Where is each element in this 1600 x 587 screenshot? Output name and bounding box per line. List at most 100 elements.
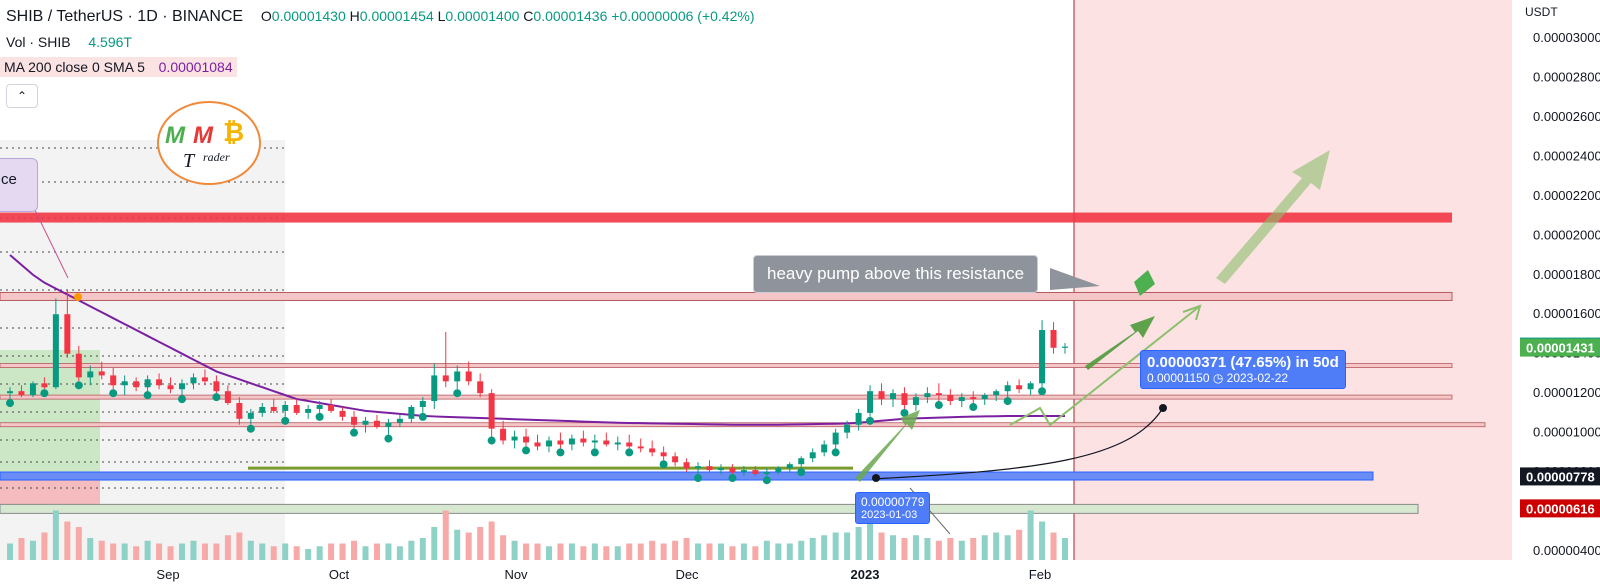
volume-bar [29, 540, 36, 560]
volume-bar [1062, 538, 1068, 560]
volume-bar [373, 543, 380, 560]
candle [442, 331, 449, 388]
volume-bar [500, 535, 507, 560]
signal-dot [6, 399, 14, 408]
candle [590, 434, 599, 457]
candle-body [832, 432, 839, 445]
chevron-up-icon: ⌃ [16, 89, 28, 103]
candle-body [316, 404, 323, 409]
volume-bar [809, 538, 816, 560]
candle [121, 375, 128, 396]
low-point-label[interactable]: 0.00000779 2023-01-03 [855, 492, 931, 524]
candle-body [695, 466, 702, 469]
volume-bar [740, 543, 747, 560]
candle [556, 432, 565, 457]
volume-bar [41, 532, 48, 560]
candle-body [270, 406, 277, 411]
candle-body [889, 393, 896, 400]
logo-rader: rader [203, 150, 230, 164]
candle-body [75, 353, 82, 378]
volume-bar [1039, 521, 1046, 560]
arrow-up-1 [855, 410, 920, 482]
volume-legend[interactable]: Vol · SHIB 4.596T [6, 34, 132, 50]
signal-dot [659, 460, 668, 469]
low-label: L [437, 8, 446, 24]
left-callout[interactable]: ce [0, 158, 38, 212]
price-tick-label: 0.00002400 [1533, 148, 1600, 163]
candle-body [362, 420, 369, 425]
candle-body [649, 448, 656, 453]
measure-start [872, 474, 880, 482]
volume-bar [293, 546, 300, 560]
logo-m2: M [193, 122, 214, 149]
volume-bar [270, 546, 277, 560]
price-tick-label: 0.00002200 [1533, 188, 1600, 203]
volume-bar [660, 543, 667, 560]
candle [545, 436, 552, 453]
candle [614, 436, 621, 451]
candle-body [477, 381, 484, 394]
signal-dot [866, 416, 875, 425]
volume-bar [18, 538, 25, 560]
candle [190, 373, 197, 390]
candle-body [213, 381, 220, 392]
candle [418, 397, 427, 421]
candle [40, 377, 49, 398]
candle [259, 403, 266, 417]
candle-body [500, 428, 507, 441]
candle-body [947, 395, 954, 402]
trader-logo: M M ₿ T rader [157, 101, 261, 185]
signal-dot [109, 389, 118, 398]
ma200-line [9, 254, 1065, 426]
candle-body [236, 403, 243, 419]
candle [762, 468, 771, 485]
time-tick-label: 2023 [851, 567, 880, 582]
candle-body [110, 375, 117, 386]
candle [431, 363, 438, 409]
candle-body [442, 375, 449, 382]
price-axis[interactable]: USDT 0.00003000 0.00002800 0.00002600 0.0000… [1515, 0, 1600, 587]
price-tick-label: 0.00001600 [1533, 306, 1600, 321]
candle-body [511, 436, 518, 441]
volume-bar [568, 543, 575, 560]
price-label-bg [1520, 338, 1600, 357]
candle [143, 375, 152, 400]
volume-bar [316, 546, 323, 560]
ma-value: 0.00001084 [158, 59, 233, 75]
callout-pointer [29, 199, 69, 279]
support-band [0, 471, 1374, 481]
volume-bar [924, 538, 931, 560]
grid-lines [0, 0, 1075, 560]
candle [649, 440, 656, 457]
rocket-icon [1134, 270, 1155, 296]
candle [408, 404, 415, 423]
price-tick-label: 0.00002800 [1533, 69, 1600, 84]
volume-bar [557, 543, 564, 560]
resistance-band [0, 291, 1453, 301]
signal-dot [178, 395, 187, 404]
ma-legend[interactable]: MA 200 close 0 SMA 5 0.00001084 [0, 57, 237, 77]
symbol-title[interactable]: SHIB / TetherUS · 1D · BINANCE [6, 8, 244, 25]
volume-bar [763, 540, 770, 560]
resistance-callout[interactable]: heavy pump above this resistance [753, 255, 1039, 293]
change-value: +0.00000006 (+0.42%) [611, 8, 755, 24]
time-axis[interactable]: Sep Oct Nov Dec 2023 Feb [0, 562, 1512, 587]
candle [728, 464, 737, 483]
range-measure-label[interactable]: 0.00000371 (47.65%) in 50d 0.00001150 ◷ … [1140, 350, 1346, 389]
candle [821, 440, 828, 457]
candle-body [855, 412, 862, 425]
candle-body [568, 438, 575, 445]
candle [855, 408, 862, 431]
candle-body [729, 468, 736, 473]
candle [981, 393, 988, 405]
candle [29, 381, 36, 398]
range-measure-date: 2023-02-22 [1226, 371, 1289, 385]
candle-body [740, 470, 747, 473]
candle [900, 387, 909, 417]
candle [453, 365, 462, 398]
candle [236, 397, 243, 425]
candle-body [591, 440, 598, 443]
candle [637, 438, 644, 453]
collapse-legend-button[interactable]: ⌃ [6, 84, 38, 108]
